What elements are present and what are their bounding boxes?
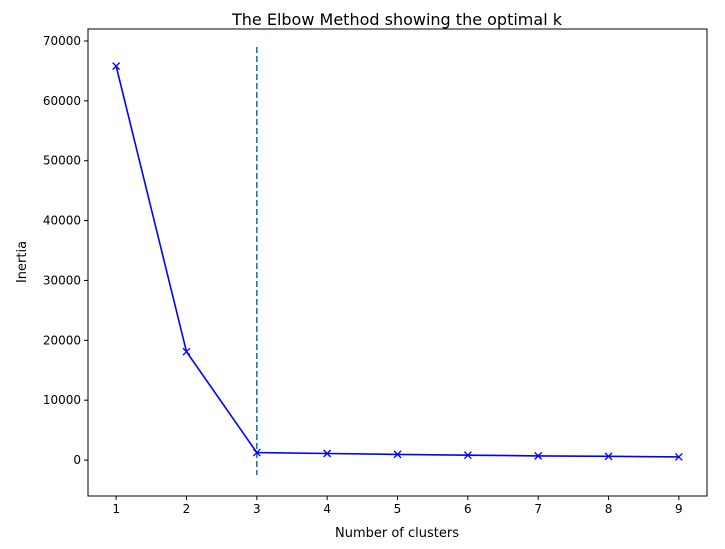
- x-tick-label: 1: [112, 502, 120, 516]
- data-point-marker: [182, 347, 191, 356]
- y-tick-label: 50000: [43, 154, 81, 168]
- y-tick-label: 20000: [43, 333, 81, 347]
- y-tick-label: 70000: [43, 34, 81, 48]
- x-tick-label: 4: [323, 502, 331, 516]
- data-point-marker: [534, 451, 543, 460]
- y-ticks: 0 10000 20000 30000 40000 50000 60000 70000: [43, 34, 88, 467]
- x-tick-label: 6: [464, 502, 472, 516]
- x-tick-label: 2: [183, 502, 191, 516]
- y-axis-label: Inertia: [15, 241, 30, 283]
- data-point-marker: [463, 451, 472, 460]
- x-tick-label: 3: [253, 502, 261, 516]
- y-tick-label: 60000: [43, 94, 81, 108]
- y-tick-label: 40000: [43, 214, 81, 228]
- data-point-marker: [323, 449, 332, 458]
- x-ticks: 1 2 3 4 5 6 7 8 9: [112, 496, 683, 516]
- data-point-marker: [252, 448, 261, 457]
- x-tick-label: 9: [675, 502, 683, 516]
- y-tick-label: 10000: [43, 393, 81, 407]
- data-point-marker: [112, 62, 121, 71]
- y-tick-label: 30000: [43, 273, 81, 287]
- x-tick-label: 8: [605, 502, 613, 516]
- data-point-marker: [393, 450, 402, 459]
- x-axis-label: Number of clusters: [335, 526, 459, 541]
- plot-area: [87, 28, 708, 497]
- x-tick-label: 7: [534, 502, 542, 516]
- x-tick-label: 5: [394, 502, 402, 516]
- chart-title: The Elbow Method showing the optimal k: [231, 10, 563, 29]
- data-point-marker: [674, 453, 683, 461]
- data-point-marker: [604, 452, 613, 461]
- y-tick-label: 0: [73, 453, 81, 467]
- series-layer: [112, 62, 683, 461]
